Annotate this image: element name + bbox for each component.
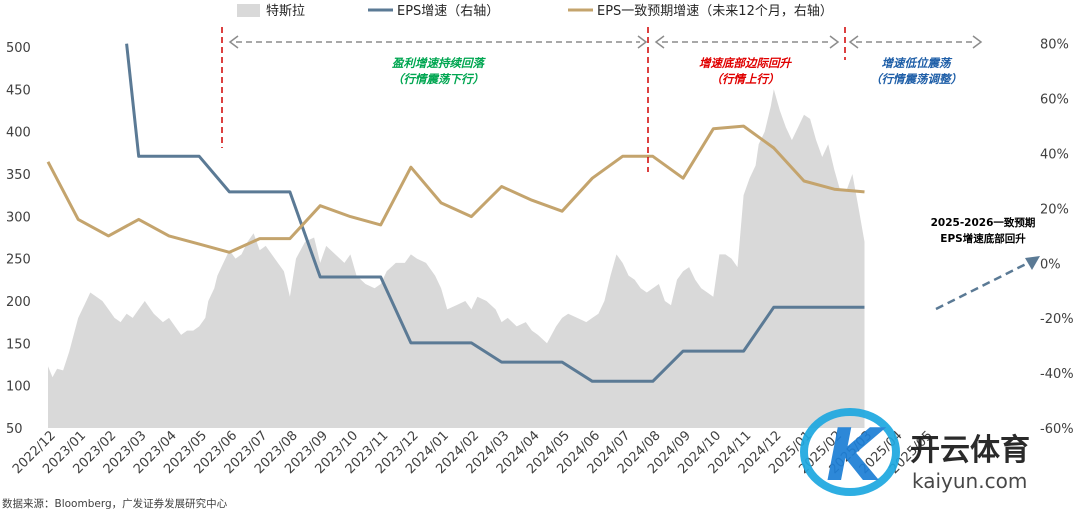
- watermark-logo: K: [826, 413, 887, 497]
- eps-consensus-line: [46, 124, 865, 254]
- outlook-label: 2025-2026一致预期: [931, 216, 1036, 229]
- right-tick-label: 80%: [1040, 38, 1069, 53]
- left-tick-label: 500: [6, 41, 31, 56]
- legend-label-eps-growth: EPS增速（右轴）: [397, 4, 499, 19]
- left-tick-label: 350: [6, 168, 31, 183]
- right-tick-label: 0%: [1040, 257, 1061, 272]
- phase-2-sublabel: （行情上行）: [711, 72, 780, 86]
- legend-swatch-tesla: [237, 4, 260, 17]
- phase-1-sublabel: （行情震荡下行）: [392, 72, 484, 86]
- left-tick-label: 450: [6, 83, 31, 98]
- right-tick-label: 60%: [1040, 93, 1069, 108]
- x-axis-ticks: 2022/122023/012023/022023/032023/042023/…: [10, 428, 936, 477]
- watermark-logo-ring: [800, 408, 900, 496]
- eps-lines: [46, 43, 865, 383]
- outlook-arrow: [935, 260, 1031, 311]
- watermark: K 开云体育 kaiyun.com: [800, 408, 1030, 497]
- eps-growth-line: [125, 43, 865, 383]
- right-tick-label: 40%: [1040, 148, 1069, 163]
- left-tick-label: 150: [6, 337, 31, 352]
- source-note: 数据来源：Bloomberg，广发证券发展研究中心: [2, 497, 228, 510]
- right-axis-ticks: 80% 60% 40% 20% 0% -20% -40% -60%: [1040, 38, 1074, 437]
- legend: 特斯拉 EPS增速（右轴） EPS一致预期增速（未来12个月，右轴）: [237, 4, 833, 19]
- right-tick-label: -20%: [1040, 312, 1074, 327]
- right-tick-label: -40%: [1040, 367, 1074, 382]
- outlook-arrowhead: [1025, 256, 1040, 270]
- legend-label-eps-consensus: EPS一致预期增速（未来12个月，右轴）: [597, 4, 833, 19]
- left-tick-label: 250: [6, 253, 31, 268]
- left-tick-label: 200: [6, 295, 31, 310]
- right-tick-label: 20%: [1040, 202, 1069, 217]
- tesla-price-area: [48, 89, 865, 429]
- watermark-brand: 开云体育: [910, 433, 1030, 468]
- phase-arrowheads: [228, 35, 983, 49]
- left-tick-label: 300: [6, 210, 31, 225]
- right-tick-label: -60%: [1040, 422, 1074, 437]
- phase-1-label: 盈利增速持续回落: [392, 56, 486, 70]
- phase-2-label: 增速底部边际回升: [699, 56, 792, 70]
- left-tick-label: 400: [6, 126, 31, 141]
- left-tick-label: 100: [6, 380, 31, 395]
- left-tick-label: 50: [6, 422, 23, 437]
- left-axis-ticks: 500 450 400 350 300 250 200 150 100 50: [6, 41, 31, 437]
- outlook-sublabel: EPS增速底部回升: [940, 232, 1026, 245]
- phase-3-sublabel: （行情震荡调整）: [870, 72, 962, 86]
- watermark-domain: kaiyun.com: [912, 469, 1027, 493]
- phase-3-label: 增速低位震荡: [882, 56, 953, 70]
- legend-label-tesla: 特斯拉: [266, 4, 305, 19]
- tesla-area: [48, 89, 865, 429]
